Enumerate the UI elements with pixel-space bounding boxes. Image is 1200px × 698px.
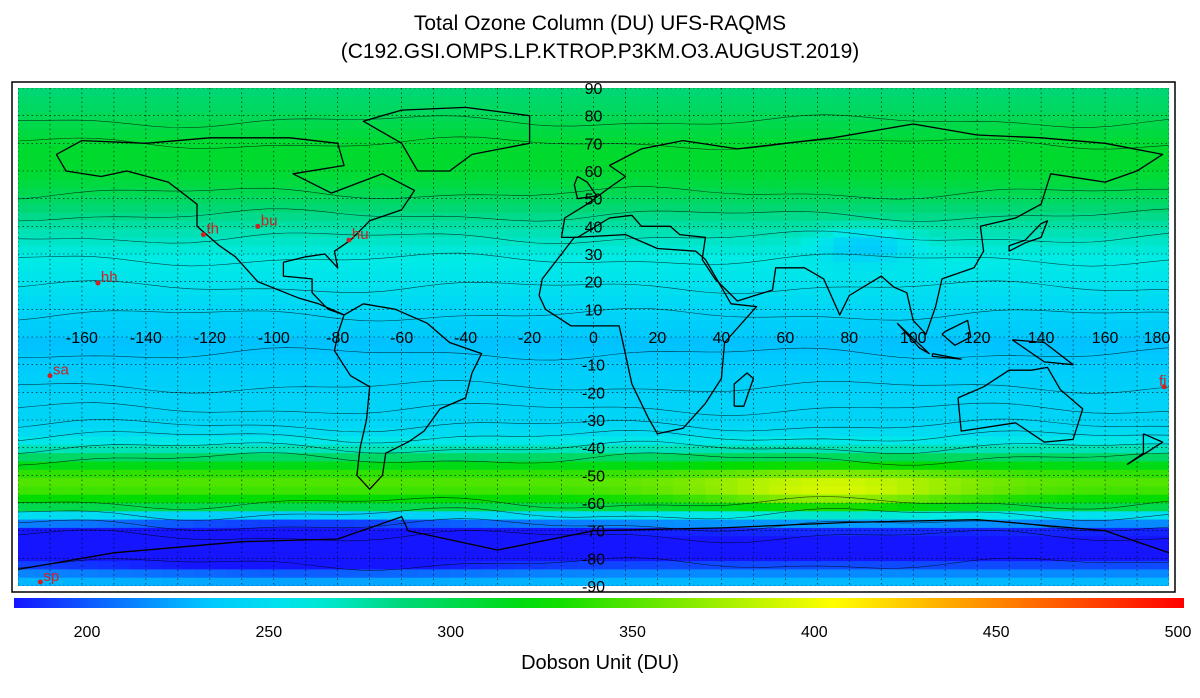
lon-label: -60 <box>390 330 413 347</box>
lat-label: 30 <box>585 247 603 264</box>
lat-label: 80 <box>585 109 603 126</box>
map-frame <box>11 81 1176 593</box>
lon-label: 20 <box>649 330 667 347</box>
lat-label: -40 <box>582 441 605 458</box>
colorbar-tick-label: 400 <box>800 624 828 641</box>
lat-label: 40 <box>585 219 603 236</box>
station-label: hu <box>352 226 369 243</box>
station-label: th <box>206 221 219 238</box>
colorbar-tick-label: 250 <box>255 624 283 641</box>
colorbar <box>14 598 1184 608</box>
colorbar-tick-label: 450 <box>982 624 1010 641</box>
lon-label: -120 <box>194 330 226 347</box>
chart-title-line-1: Total Ozone Column (DU) UFS-RAQMS <box>413 12 787 35</box>
lat-label: 90 <box>585 81 603 98</box>
lon-label: -80 <box>326 330 349 347</box>
lon-label: -160 <box>66 330 98 347</box>
lon-label: -20 <box>518 330 541 347</box>
lat-label: -50 <box>582 468 605 485</box>
station-marker <box>1161 384 1167 390</box>
colorbar-tick-label: 350 <box>619 624 646 641</box>
chart-title-line-2: (C192.GSI.OMPS.LP.KTROP.P3KM.O3.AUGUST.2… <box>340 40 860 63</box>
lat-label: 70 <box>585 136 603 153</box>
lon-label: 80 <box>840 330 858 347</box>
axis-labels: -160 -140 -120 -100 -80 -60 -40 -20 0 20 40 60 80 100… <box>66 81 1171 596</box>
lat-label: -80 <box>582 551 605 568</box>
lon-label: 60 <box>776 330 794 347</box>
lat-label: -30 <box>582 413 605 430</box>
lon-label: 0 <box>589 330 598 347</box>
lon-label: 140 <box>1028 330 1055 347</box>
lat-label: -60 <box>582 496 605 513</box>
station-label: fj <box>1159 373 1167 390</box>
lon-label: 120 <box>964 330 991 347</box>
colorbar-unit-label: Dobson Unit (DU) <box>521 652 679 674</box>
lat-label: 60 <box>585 164 603 181</box>
colorbar-tick-label: 300 <box>437 624 465 641</box>
lat-label: -10 <box>582 358 605 375</box>
station-markers: th bu hu hh sa fj sp <box>37 212 1167 585</box>
lat-label: -90 <box>582 579 605 596</box>
lat-label: 20 <box>585 275 603 292</box>
station-marker <box>95 280 101 286</box>
lon-label: 40 <box>712 330 730 347</box>
colorbar-tick-label: 200 <box>73 624 101 641</box>
station-label: sa <box>53 362 70 379</box>
lat-label: -70 <box>582 524 605 541</box>
lon-label: 100 <box>900 330 927 347</box>
lat-lon-grid <box>18 88 1169 586</box>
station-label: bu <box>261 212 278 229</box>
lon-label: -100 <box>258 330 290 347</box>
lat-label: 50 <box>585 192 603 209</box>
ozone-field <box>18 88 1169 586</box>
station-marker <box>47 373 53 379</box>
station-marker <box>346 237 352 243</box>
lon-label: 180 <box>1144 330 1171 347</box>
station-marker <box>200 232 206 238</box>
lat-label: 10 <box>585 302 603 319</box>
station-marker <box>37 579 43 585</box>
lon-label: 160 <box>1092 330 1119 347</box>
station-label: sp <box>43 568 59 585</box>
lat-label: -20 <box>582 385 605 402</box>
station-label: hh <box>101 269 118 286</box>
colorbar-tick-label: 500 <box>1164 624 1192 641</box>
station-marker <box>255 223 261 229</box>
lon-label: -140 <box>130 330 162 347</box>
lon-label: -40 <box>454 330 477 347</box>
